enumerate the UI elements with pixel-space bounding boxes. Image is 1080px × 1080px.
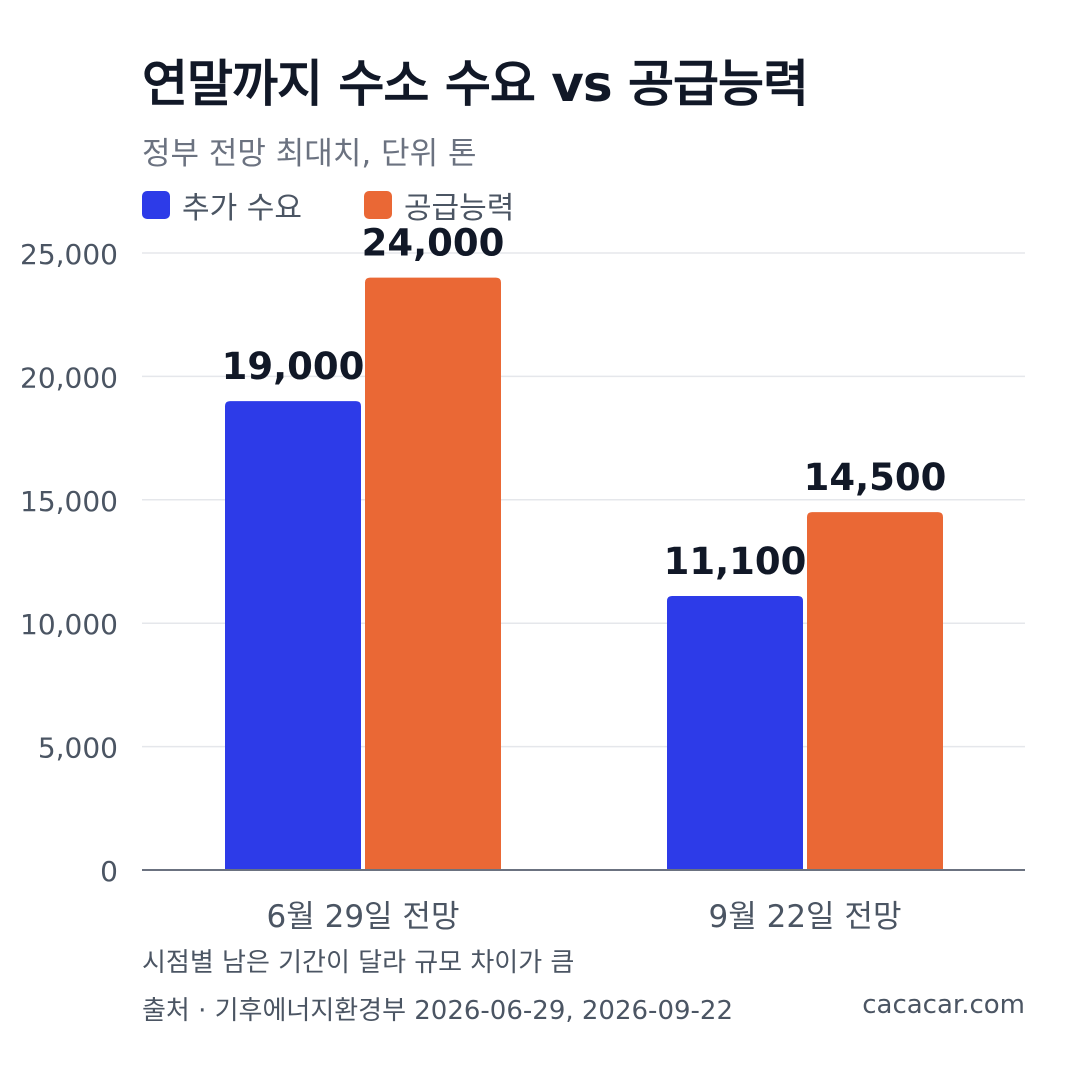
chart-note: 시점별 남은 기간이 달라 규모 차이가 큼: [142, 948, 575, 978]
bar-demand: [667, 596, 803, 870]
data-label: 24,000: [362, 222, 505, 265]
source-text: 출처 · 기후에너지환경부 2026-06-29, 2026-09-22: [142, 996, 733, 1026]
chart-subtitle: 정부 전망 최대치, 단위 톤: [142, 136, 477, 172]
chart-title: 연말까지 수소 수요 vs 공급능력: [142, 55, 809, 113]
y-tick-label: 5,000: [38, 732, 118, 765]
legend: 추가 수요 공급능력: [142, 183, 576, 227]
x-tick-label: 9월 22일 전망: [709, 899, 902, 935]
bar-demand: [225, 401, 361, 870]
legend-label-supply: 공급능력: [403, 191, 515, 226]
legend-item-demand: 추가 수요: [142, 183, 302, 227]
data-label: 11,100: [664, 540, 807, 583]
legend-label-demand: 추가 수요: [182, 191, 302, 226]
bar-supply: [807, 512, 943, 870]
y-tick-label: 15,000: [20, 485, 118, 518]
y-tick-label: 25,000: [20, 238, 118, 271]
brand-text: cacacar.com: [862, 990, 1025, 1020]
legend-swatch-demand: [142, 191, 170, 219]
data-label: 14,500: [804, 456, 947, 499]
bar-supply: [365, 277, 501, 870]
y-tick-label: 0: [100, 855, 118, 888]
data-label: 19,000: [222, 345, 365, 388]
legend-swatch-supply: [363, 191, 392, 219]
y-tick-label: 10,000: [20, 608, 118, 641]
y-tick-label: 20,000: [20, 361, 118, 394]
x-tick-label: 6월 29일 전망: [267, 899, 460, 935]
legend-item-supply: 공급능력: [363, 183, 515, 227]
